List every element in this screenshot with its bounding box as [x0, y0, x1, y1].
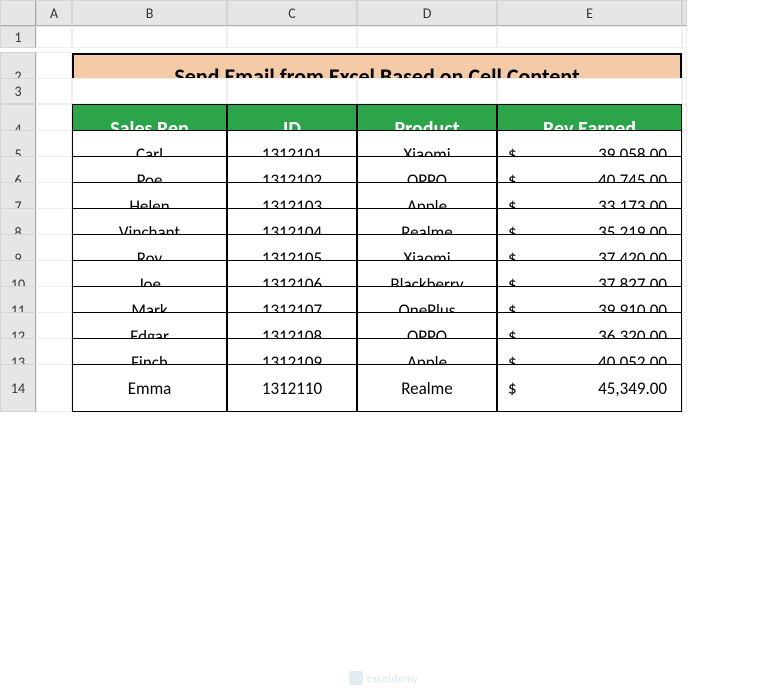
spreadsheet-grid: ABCDE12Send Email from Excel Based on Ce… [0, 0, 767, 390]
cell-B1[interactable] [72, 26, 227, 48]
cell-product-14[interactable]: Realme [357, 364, 497, 412]
select-all-corner[interactable] [0, 0, 36, 26]
cell-A3[interactable] [36, 78, 72, 104]
cell-end1 [682, 26, 687, 48]
col-header-A[interactable]: A [36, 0, 72, 26]
cell-A1[interactable] [36, 26, 72, 48]
col-header-E[interactable]: E [497, 0, 682, 26]
col-header-D[interactable]: D [357, 0, 497, 26]
cell-B3[interactable] [72, 78, 227, 104]
cell-E3[interactable] [497, 78, 682, 104]
currency-symbol: $ [508, 378, 517, 399]
row-header-3[interactable]: 3 [0, 78, 36, 104]
cell-C1[interactable] [227, 26, 357, 48]
cell-D3[interactable] [357, 78, 497, 104]
cell-end3 [682, 78, 687, 104]
cell-A14[interactable] [36, 364, 72, 412]
cell-E1[interactable] [497, 26, 682, 48]
cell-rev-14[interactable]: $45,349.00 [497, 364, 682, 412]
cell-id-14[interactable]: 1312110 [227, 364, 357, 412]
col-header-B[interactable]: B [72, 0, 227, 26]
cell-rep-14[interactable]: Emma [72, 364, 227, 412]
row-header-14[interactable]: 14 [0, 364, 36, 412]
cell-C3[interactable] [227, 78, 357, 104]
row-header-1[interactable]: 1 [0, 26, 36, 48]
cell-end-14 [682, 364, 687, 412]
watermark: exceldemy [349, 671, 419, 685]
watermark-icon [349, 671, 363, 685]
col-header-C[interactable]: C [227, 0, 357, 26]
watermark-text: exceldemy [367, 672, 419, 685]
col-header-end[interactable] [682, 0, 687, 26]
amount-value: 45,349.00 [598, 378, 667, 399]
cell-D1[interactable] [357, 26, 497, 48]
